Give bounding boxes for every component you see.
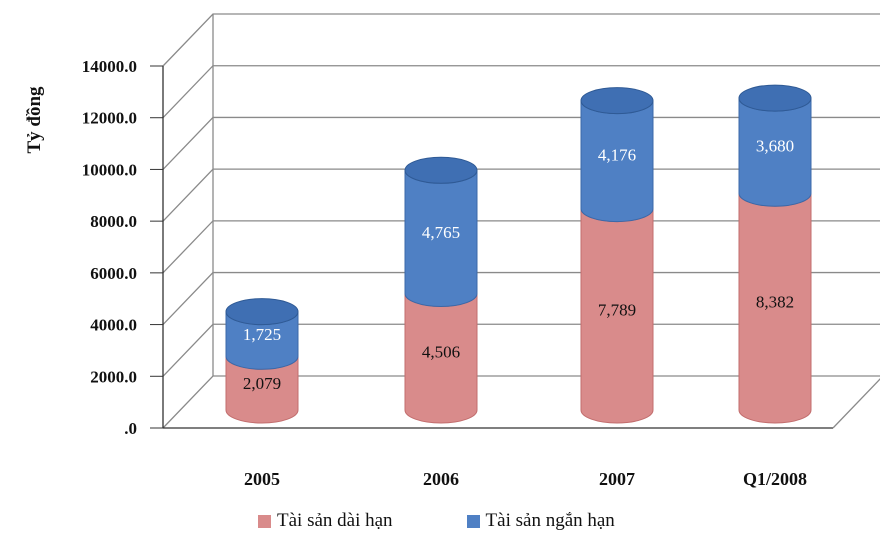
y-tick-label: 2000.0 xyxy=(90,367,137,386)
y-tick-label: 6000.0 xyxy=(90,264,137,283)
data-label-short-term: 3,680 xyxy=(756,137,794,156)
legend-item-long-term: Tài sản dài hạn xyxy=(258,510,393,532)
data-label-long-term: 4,506 xyxy=(422,343,460,362)
bars: 2,079 1,725 4,506 4,765 7,789 4,176 8,382 3,680 xyxy=(225,84,812,424)
data-label-long-term: 8,382 xyxy=(756,293,794,312)
legend-label-short-term: Tài sản ngắn hạn xyxy=(485,510,615,531)
y-tick-label: 12000.0 xyxy=(82,109,137,128)
data-label-short-term: 1,725 xyxy=(243,325,281,344)
floor-edge xyxy=(832,378,880,429)
bar-top-cap xyxy=(225,298,299,326)
legend-label-long-term: Tài sản dài hạn xyxy=(277,510,393,531)
bar-top-cap xyxy=(404,156,478,184)
legend-swatch-long-term xyxy=(258,514,271,528)
x-axis-categories: 2005 2006 2007 Q1/2008 xyxy=(244,469,807,489)
gridlines xyxy=(162,13,880,429)
legend: Tài sản dài hạn Tài sản ngắn hạn xyxy=(258,510,615,532)
x-category-label: 2006 xyxy=(423,469,459,489)
y-tick-label: 10000.0 xyxy=(82,160,137,179)
y-tick-label: .0 xyxy=(124,419,137,438)
x-category-label: Q1/2008 xyxy=(743,469,807,489)
legend-item-short-term: Tài sản ngắn hạn xyxy=(466,510,615,532)
data-label-short-term: 4,176 xyxy=(598,146,636,165)
bar-top-cap xyxy=(738,84,812,112)
y-axis-ticks: .0 2000.0 4000.0 6000.0 8000.0 10000.0 12000.0… xyxy=(82,57,163,438)
legend-swatch-short-term xyxy=(466,514,480,528)
gridline xyxy=(162,13,880,67)
data-label-short-term: 4,765 xyxy=(422,223,460,242)
y-tick-label: 8000.0 xyxy=(90,212,137,231)
data-label-long-term: 7,789 xyxy=(598,300,636,319)
bar-top-cap xyxy=(580,87,654,115)
y-axis-label: Tỷ đồng xyxy=(24,86,45,154)
data-label-long-term: 2,079 xyxy=(243,374,281,393)
y-tick-label: 14000.0 xyxy=(82,57,137,76)
x-category-label: 2005 xyxy=(244,469,280,489)
y-tick-label: 4000.0 xyxy=(90,316,137,335)
x-category-label: 2007 xyxy=(599,469,635,489)
